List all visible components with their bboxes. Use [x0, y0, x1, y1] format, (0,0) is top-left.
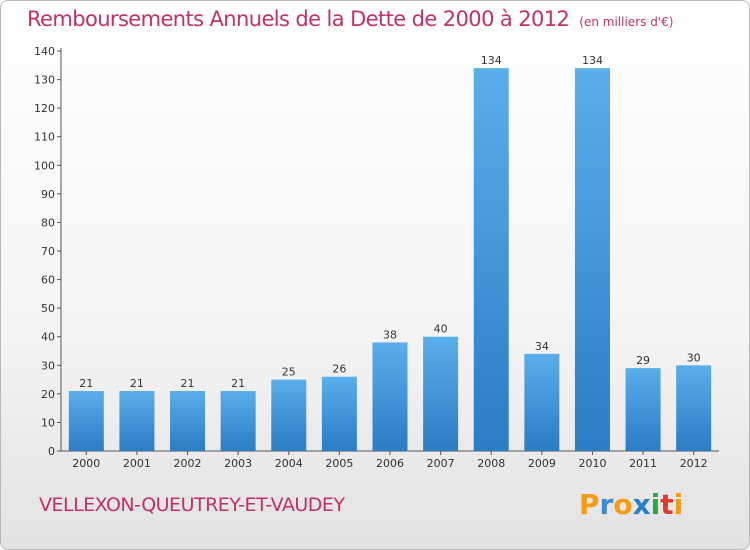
- data-label: 25: [282, 366, 296, 379]
- bar: [423, 336, 459, 451]
- bar: [170, 391, 206, 451]
- commune-name: VELLEXON-QUEUTREY-ET-VAUDEY: [39, 494, 345, 516]
- bar: [271, 379, 307, 451]
- x-tick-label: 2011: [629, 457, 657, 470]
- logo-letter: P: [579, 488, 600, 521]
- bar: [321, 376, 357, 451]
- y-tick-label: 80: [41, 216, 55, 229]
- y-tick-label: 90: [41, 188, 55, 201]
- y-tick-label: 130: [34, 74, 55, 87]
- y-tick-label: 100: [34, 159, 55, 172]
- data-label: 21: [79, 377, 93, 390]
- bar: [574, 68, 610, 452]
- x-tick-label: 2001: [123, 457, 151, 470]
- y-tick-label: 0: [48, 445, 55, 458]
- y-tick-label: 30: [41, 359, 55, 372]
- x-tick-label: 2010: [578, 457, 606, 470]
- bar: [473, 68, 509, 452]
- y-tick-label: 140: [34, 45, 55, 58]
- bar: [524, 353, 560, 451]
- bar: [625, 368, 661, 451]
- data-label: 34: [535, 340, 549, 353]
- x-tick-label: 2006: [376, 457, 404, 470]
- bar: [220, 391, 256, 451]
- x-tick-label: 2002: [174, 457, 202, 470]
- y-tick-label: 70: [41, 245, 55, 258]
- y-tick-label: 10: [41, 416, 55, 429]
- data-label: 21: [231, 377, 245, 390]
- y-tick-label: 120: [34, 102, 55, 115]
- data-label: 21: [130, 377, 144, 390]
- y-tick-label: 40: [41, 331, 55, 344]
- data-label: 40: [434, 323, 448, 336]
- proxiti-logo[interactable]: Proxiti: [579, 488, 683, 521]
- data-label: 26: [332, 363, 346, 376]
- x-tick-label: 2000: [72, 457, 100, 470]
- logo-letter: x: [632, 488, 651, 521]
- x-tick-label: 2004: [275, 457, 303, 470]
- chart-unit: (en milliers d'€): [579, 15, 674, 29]
- data-label: 30: [687, 351, 701, 364]
- x-tick-label: 2009: [528, 457, 556, 470]
- data-label: 29: [636, 354, 650, 367]
- logo-letter: i: [673, 488, 684, 521]
- y-tick-label: 50: [41, 302, 55, 315]
- y-tick-label: 60: [41, 274, 55, 287]
- x-tick-label: 2005: [325, 457, 353, 470]
- chart-title-text: Remboursements Annuels de la Dette de 20…: [27, 7, 570, 31]
- data-label: 21: [181, 377, 195, 390]
- bar: [119, 391, 155, 451]
- data-label: 134: [582, 54, 603, 67]
- y-tick-label: 110: [34, 131, 55, 144]
- y-tick-label: 20: [41, 388, 55, 401]
- logo-letter: o: [613, 488, 633, 521]
- x-tick-label: 2007: [427, 457, 455, 470]
- x-tick-label: 2012: [680, 457, 708, 470]
- data-label: 134: [481, 54, 502, 67]
- logo-letter: i: [650, 488, 661, 521]
- bar: [68, 391, 104, 451]
- chart-title: Remboursements Annuels de la Dette de 20…: [27, 7, 673, 31]
- logo-letter: r: [599, 488, 614, 521]
- data-label: 38: [383, 328, 397, 341]
- logo-letter: t: [660, 488, 674, 521]
- x-tick-label: 2008: [477, 457, 505, 470]
- x-tick-label: 2003: [224, 457, 252, 470]
- bar: [676, 365, 712, 451]
- bar: [372, 342, 408, 451]
